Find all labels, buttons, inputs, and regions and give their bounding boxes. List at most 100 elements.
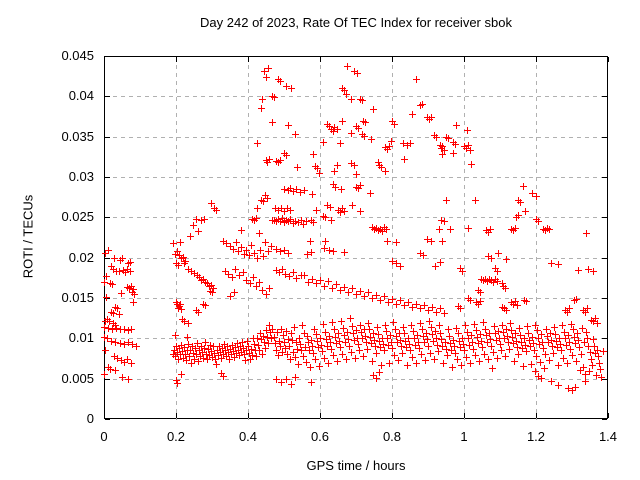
y-tick-mark-right — [602, 338, 607, 339]
data-point-marker — [283, 152, 291, 160]
data-point-marker — [256, 278, 264, 286]
data-point-marker — [561, 328, 569, 336]
data-point-marker — [350, 336, 358, 344]
data-point-marker — [288, 336, 296, 344]
data-point-marker — [326, 246, 333, 254]
data-point-marker — [367, 190, 375, 198]
data-point-marker — [192, 345, 200, 352]
data-point-marker — [583, 328, 591, 336]
data-point-marker — [327, 203, 335, 211]
data-point-marker — [174, 248, 182, 256]
data-point-marker — [416, 102, 424, 110]
data-point-marker — [265, 248, 273, 256]
data-point-marker — [557, 340, 565, 348]
x-tick-mark-top — [320, 57, 321, 62]
data-point-marker — [273, 375, 281, 383]
data-point-marker — [502, 353, 510, 361]
data-point-marker — [389, 295, 396, 303]
y-gridline — [105, 96, 609, 97]
data-point-marker — [193, 307, 201, 315]
data-point-marker — [265, 284, 273, 292]
data-point-marker — [466, 341, 474, 349]
data-point-marker — [287, 207, 295, 215]
data-point-marker — [224, 349, 232, 357]
data-point-marker — [188, 267, 196, 275]
y-gridline — [105, 379, 609, 380]
data-point-marker — [427, 324, 435, 332]
y-axis-title: ROTI / TECUs — [20, 194, 36, 279]
data-point-marker — [313, 207, 321, 215]
data-point-marker — [269, 325, 277, 333]
data-point-marker — [331, 168, 339, 176]
data-point-marker — [128, 282, 135, 290]
data-point-marker — [437, 336, 445, 344]
data-point-marker — [427, 113, 435, 121]
data-point-marker — [347, 95, 355, 103]
data-point-marker — [315, 169, 323, 177]
data-point-marker — [215, 342, 223, 350]
data-point-marker — [260, 68, 268, 76]
data-point-marker — [171, 332, 179, 340]
data-point-marker — [228, 351, 236, 359]
data-point-marker — [365, 326, 373, 334]
y-tick-mark — [105, 137, 110, 138]
data-point-marker — [385, 299, 393, 307]
data-point-marker — [377, 361, 385, 369]
data-point-marker — [432, 334, 440, 342]
data-point-marker — [182, 350, 189, 358]
data-point-marker — [274, 328, 282, 336]
data-point-marker — [219, 345, 227, 352]
data-point-marker — [286, 342, 294, 350]
data-point-marker — [189, 349, 197, 357]
data-point-marker — [337, 186, 345, 194]
data-point-marker — [440, 218, 448, 226]
data-point-marker — [381, 224, 389, 231]
data-point-marker — [354, 334, 362, 342]
data-point-marker — [314, 344, 322, 352]
data-point-marker — [256, 246, 264, 254]
data-point-marker — [309, 190, 317, 198]
data-point-marker — [557, 347, 565, 355]
data-point-marker — [431, 355, 439, 363]
data-point-marker — [124, 356, 132, 364]
data-point-marker — [437, 141, 445, 149]
data-point-marker — [196, 347, 204, 355]
data-point-marker — [277, 78, 285, 85]
data-point-marker — [435, 225, 443, 233]
data-point-marker — [477, 337, 485, 345]
data-point-marker — [392, 300, 400, 308]
data-point-marker — [509, 300, 517, 308]
data-point-marker — [597, 365, 605, 373]
data-point-marker — [268, 243, 276, 251]
data-point-marker — [575, 336, 583, 344]
data-point-marker — [512, 213, 520, 221]
data-point-marker — [309, 150, 317, 158]
data-point-marker — [378, 228, 386, 236]
data-point-marker — [272, 245, 280, 253]
data-point-marker — [535, 334, 543, 342]
data-point-marker — [508, 299, 516, 307]
data-point-marker — [184, 320, 192, 327]
data-point-marker — [394, 339, 402, 347]
data-point-marker — [322, 328, 330, 336]
data-point-marker — [454, 356, 462, 364]
data-point-marker — [227, 293, 234, 301]
data-point-marker — [297, 347, 305, 355]
data-point-marker — [381, 293, 389, 301]
data-point-marker — [227, 345, 234, 353]
data-point-marker — [287, 85, 295, 93]
data-point-marker — [515, 350, 522, 358]
data-point-marker — [562, 341, 570, 349]
data-point-marker — [403, 344, 411, 352]
data-point-marker — [430, 132, 438, 140]
data-point-marker — [389, 345, 396, 352]
data-point-marker — [566, 339, 574, 347]
data-point-marker — [417, 305, 425, 313]
data-point-marker — [193, 351, 201, 359]
data-point-marker — [453, 122, 461, 130]
data-point-marker — [274, 352, 282, 360]
data-point-marker — [328, 345, 336, 353]
data-point-marker — [374, 331, 382, 339]
data-point-marker — [337, 317, 345, 325]
y-tick-mark — [105, 217, 110, 218]
